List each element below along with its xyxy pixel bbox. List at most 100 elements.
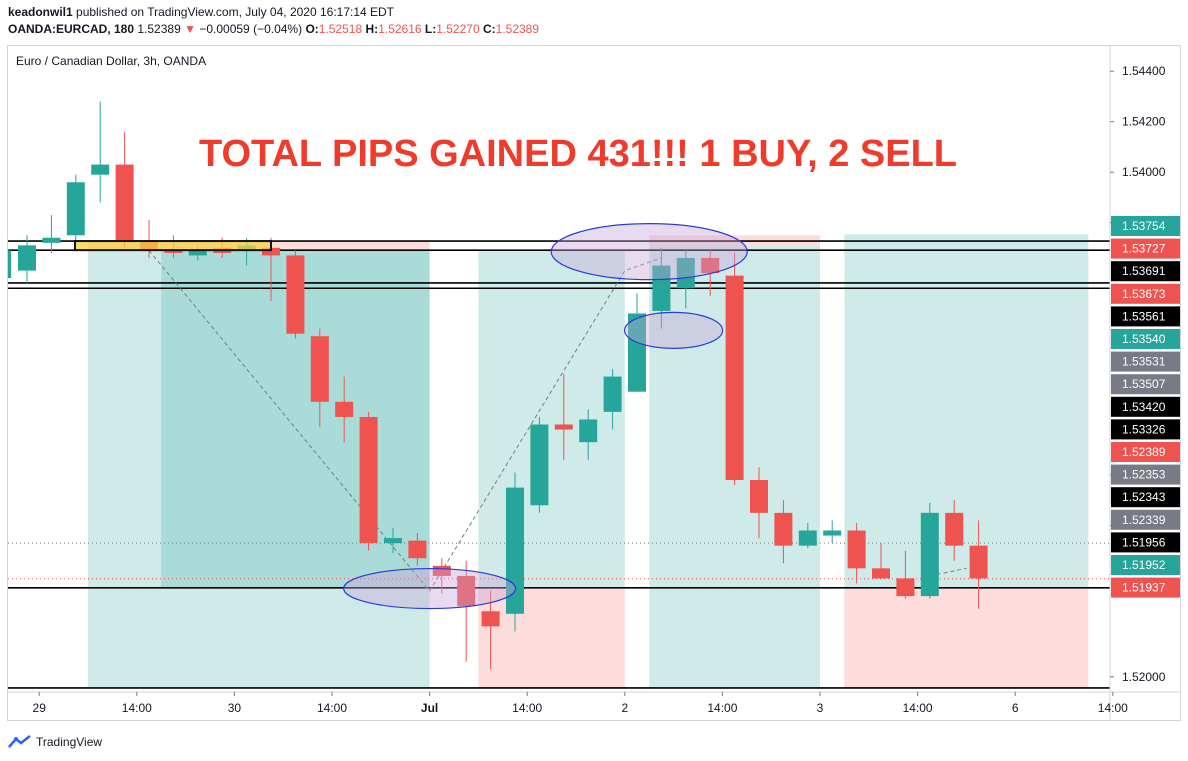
candle-27-body	[676, 257, 695, 289]
price-label-10: 1.52389	[1122, 445, 1166, 459]
candle-35-body	[872, 568, 890, 579]
candle-24-body	[603, 376, 622, 412]
publish-info: keadonwil1 published on TradingView.com,…	[8, 5, 394, 19]
x-tick-label-11: 14:00	[1098, 701, 1128, 715]
symbol-info: OANDA:EURCAD, 180 1.52389 ▼ −0.00059 (−0…	[8, 22, 539, 36]
highlight-ellipse-2	[343, 567, 517, 610]
candle-6-body	[164, 250, 183, 253]
price-label-13: 1.52339	[1122, 513, 1166, 527]
x-tick-label-9: 14:00	[903, 701, 933, 715]
x-tick-label-3: 14:00	[317, 701, 347, 715]
highlight-ellipse-1	[623, 311, 724, 349]
candle-16-body	[408, 540, 427, 559]
candle-1-body	[42, 237, 61, 243]
price-label-12-badge	[1111, 487, 1180, 508]
x-tick-label-6: 2	[621, 701, 628, 715]
price-label-6-badge	[1111, 351, 1180, 372]
candle-13-body	[335, 401, 354, 417]
close-label: C:	[482, 22, 496, 36]
footer: TradingView	[8, 735, 102, 749]
x-tick-label-4: Jul	[421, 701, 438, 715]
candle-3-body	[91, 164, 110, 175]
price-label-6: 1.53531	[1122, 355, 1166, 369]
price-label-4: 1.53561	[1122, 309, 1166, 323]
price-label-14-badge	[1111, 532, 1180, 553]
x-tick-label-5: 14:00	[512, 701, 542, 715]
candle-7-body	[188, 250, 207, 256]
price-label-0: 1.53754	[1122, 219, 1166, 233]
position-2-stop-zone	[478, 587, 625, 689]
y-tick-label-6: 1.52000	[1122, 670, 1166, 684]
candle-34-body	[847, 530, 866, 569]
candle-22-body	[554, 424, 573, 430]
x-tick-label-1: 14:00	[122, 701, 152, 715]
candle-2-body	[66, 182, 85, 236]
candle-23-body	[579, 419, 598, 443]
candle-31-body	[774, 512, 793, 546]
candle-28-body	[701, 257, 720, 274]
footer-brand[interactable]: TradingView	[36, 735, 103, 749]
position-4-target-zone	[844, 234, 1089, 588]
y-tick-label-2: 1.54000	[1122, 165, 1166, 179]
price-label-1-badge	[1111, 238, 1180, 259]
last-price: 1.52389	[137, 22, 181, 36]
chart-frame	[7, 45, 1181, 721]
price-label-13-badge	[1111, 509, 1180, 530]
x-tick-label-7: 14:00	[707, 701, 737, 715]
open-value: 1.52518	[318, 22, 363, 36]
price-label-5-badge	[1111, 329, 1180, 349]
price-label-8-badge	[1111, 396, 1180, 417]
candle-10-body	[262, 247, 280, 256]
price-label-1: 1.53727	[1122, 242, 1166, 256]
candle-36-body	[896, 578, 915, 597]
price-label-4-badge	[1111, 306, 1180, 327]
highlight-ellipse-0	[550, 223, 748, 281]
trade-path-line	[148, 250, 662, 592]
price-label-2-badge	[1111, 261, 1180, 282]
price-label-16-badge	[1111, 577, 1180, 598]
x-tick-label-2: 30	[228, 701, 242, 715]
candle-38-body	[945, 512, 964, 546]
candle-25-body	[628, 313, 646, 392]
price-label-10-badge	[1111, 442, 1180, 462]
tradingview-logo-icon	[8, 735, 31, 748]
candle-37-body	[920, 512, 939, 597]
x-tick-label-10: 6	[1012, 701, 1019, 715]
symbol-name: OANDA:EURCAD, 180	[8, 22, 135, 36]
position-2-target-zone	[478, 250, 625, 588]
price-label-0-badge	[1111, 216, 1180, 236]
price-label-5: 1.53540	[1122, 332, 1166, 346]
candle-0-body	[18, 245, 36, 271]
candle-4-body	[115, 164, 134, 241]
price-change: −0.00059 (−0.04%)	[199, 22, 303, 36]
position-4-stop-zone	[844, 587, 1089, 689]
y-tick-label-0: 1.54400	[1122, 64, 1166, 78]
price-label-2: 1.53691	[1122, 264, 1166, 278]
price-label-11-badge	[1111, 464, 1180, 485]
low-label: L:	[424, 22, 437, 36]
y-tick-label-1: 1.54200	[1122, 115, 1166, 129]
price-label-15-badge	[1111, 555, 1180, 575]
candle-17-body	[432, 565, 451, 576]
legend-title: Euro / Canadian Dollar, 3h, OANDA	[16, 54, 206, 68]
open-label: O:	[305, 22, 319, 36]
price-label-7-badge	[1111, 374, 1180, 395]
supply-zone-box	[74, 240, 272, 252]
candle-14-body	[359, 416, 378, 544]
high-label: H:	[365, 22, 379, 36]
candle-29-body	[725, 275, 744, 481]
candle-18-body	[457, 575, 476, 607]
price-label-3: 1.53673	[1122, 287, 1166, 301]
author-name[interactable]: keadonwil1	[8, 5, 73, 19]
candle-15-body	[384, 538, 402, 544]
price-label-3-badge	[1111, 283, 1180, 304]
candle-33-body	[823, 530, 842, 536]
candle-30-body	[750, 480, 768, 513]
candle-39-body	[969, 545, 988, 579]
price-label-7: 1.53507	[1122, 377, 1166, 391]
candle-26-body	[652, 265, 671, 311]
price-label-15: 1.51952	[1122, 558, 1166, 572]
price-label-16: 1.51937	[1122, 581, 1166, 595]
price-label-9: 1.53326	[1122, 422, 1166, 436]
